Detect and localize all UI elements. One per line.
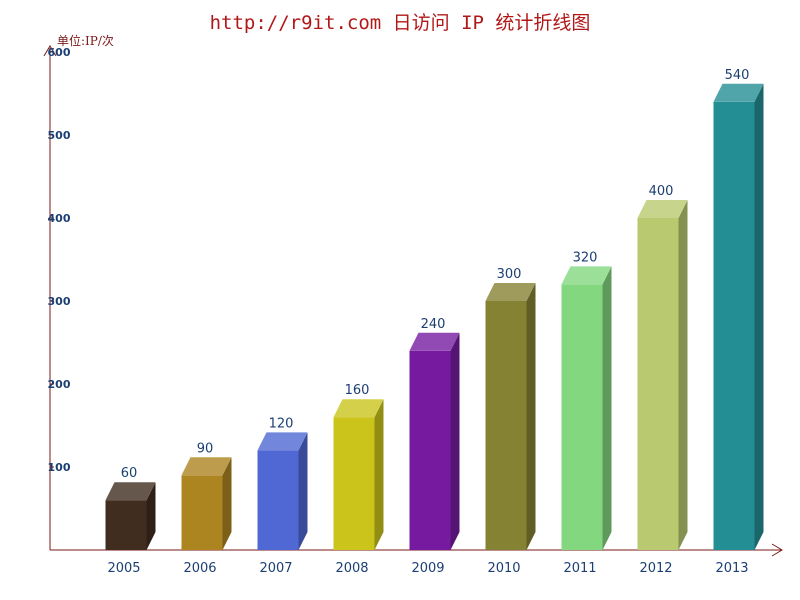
bar-top bbox=[637, 200, 688, 218]
x-tick-label: 2008 bbox=[335, 561, 368, 576]
bar-side bbox=[222, 457, 232, 550]
bar-2009: 240 bbox=[409, 317, 460, 550]
x-tick-label: 2005 bbox=[107, 561, 140, 576]
bar-value-label: 240 bbox=[421, 317, 446, 332]
bar-value-label: 160 bbox=[345, 383, 370, 398]
x-tick-label: 2009 bbox=[411, 561, 444, 576]
bar-2010: 300 bbox=[485, 267, 536, 550]
bar-top bbox=[561, 266, 612, 285]
bar-side bbox=[526, 283, 536, 550]
bar-front bbox=[181, 475, 223, 550]
chart-title: http://r9it.com 日访问 IP 统计折线图 bbox=[210, 12, 591, 34]
bar-side bbox=[146, 482, 156, 550]
bar-front bbox=[485, 301, 527, 550]
bar-front bbox=[105, 500, 147, 550]
y-tick-label: 300 bbox=[48, 295, 71, 308]
bar-side bbox=[754, 83, 764, 551]
bar-value-label: 400 bbox=[649, 184, 674, 199]
bar-2005: 60 bbox=[105, 466, 156, 550]
y-axis-arrow bbox=[43, 45, 57, 57]
x-axis-ticks: 2005 2006 2007 2008 2009 2010 2011 2012 2013 bbox=[107, 561, 748, 576]
y-axis-unit-label: 单位:IP/次 bbox=[57, 33, 114, 48]
bar-front bbox=[409, 350, 451, 550]
bar-side bbox=[602, 266, 612, 550]
y-tick-label: 100 bbox=[48, 461, 71, 474]
x-tick-label: 2010 bbox=[487, 561, 520, 576]
bar-value-label: 300 bbox=[497, 267, 522, 282]
bar-value-label: 90 bbox=[197, 441, 214, 456]
bar-top bbox=[485, 283, 536, 301]
y-tick-label: 200 bbox=[48, 378, 71, 391]
bar-value-label: 320 bbox=[573, 250, 598, 265]
bar-top bbox=[257, 432, 308, 451]
bar-front bbox=[333, 417, 375, 550]
bar-2007: 120 bbox=[257, 416, 308, 550]
bar-side bbox=[298, 432, 308, 550]
bar-top bbox=[105, 482, 156, 501]
bar-value-label: 120 bbox=[269, 416, 294, 431]
y-tick-label: 500 bbox=[48, 129, 71, 142]
bars: 60 90 120 160 240 300 320 400 540 bbox=[105, 68, 764, 551]
bar-2012: 400 bbox=[637, 184, 688, 550]
bar-2013: 540 bbox=[713, 68, 764, 551]
x-tick-label: 2006 bbox=[183, 561, 216, 576]
x-tick-label: 2011 bbox=[563, 561, 596, 576]
x-tick-label: 2013 bbox=[715, 561, 748, 576]
bar-front bbox=[561, 284, 603, 550]
bar-side bbox=[450, 332, 460, 550]
bar-front bbox=[713, 101, 755, 551]
y-axis-ticks: 100 200 300 400 500 600 bbox=[48, 46, 71, 474]
bar-top bbox=[713, 83, 764, 102]
bar-2006: 90 bbox=[181, 441, 232, 550]
bar-front bbox=[637, 218, 679, 550]
x-axis-arrow bbox=[771, 543, 783, 557]
bar-top bbox=[409, 332, 460, 351]
bar-value-label: 540 bbox=[725, 68, 750, 83]
bar-2008: 160 bbox=[333, 383, 384, 550]
bar-2011: 320 bbox=[561, 250, 612, 550]
bar-top bbox=[181, 457, 232, 476]
bar-side bbox=[678, 200, 688, 550]
y-tick-label: 400 bbox=[48, 212, 71, 225]
bar-top bbox=[333, 399, 384, 418]
x-tick-label: 2012 bbox=[639, 561, 672, 576]
x-tick-label: 2007 bbox=[259, 561, 292, 576]
y-tick-label: 600 bbox=[48, 46, 71, 59]
bar-front bbox=[257, 450, 299, 550]
bar-side bbox=[374, 399, 384, 550]
bar-value-label: 60 bbox=[121, 466, 138, 481]
